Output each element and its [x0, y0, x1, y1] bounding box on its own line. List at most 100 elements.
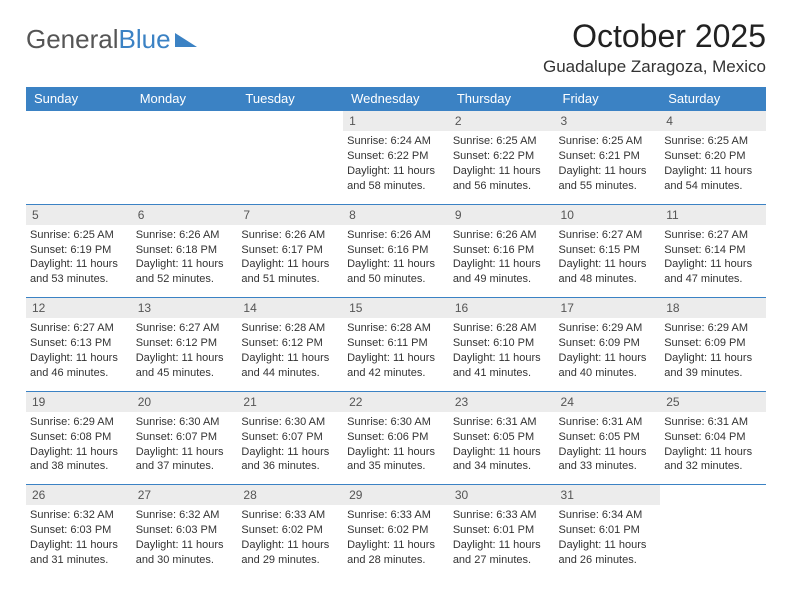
- day-number: 16: [449, 298, 555, 318]
- daylight-line: Daylight: 11 hours and 28 minutes.: [347, 538, 445, 568]
- day-number: 23: [449, 392, 555, 412]
- day-cell: 17Sunrise: 6:29 AMSunset: 6:09 PMDayligh…: [555, 298, 661, 392]
- day-cell: 26Sunrise: 6:32 AMSunset: 6:03 PMDayligh…: [26, 485, 132, 578]
- daylight-line: Daylight: 11 hours and 55 minutes.: [559, 164, 657, 194]
- day-cell: 6Sunrise: 6:26 AMSunset: 6:18 PMDaylight…: [132, 204, 238, 298]
- day-number: 24: [555, 392, 661, 412]
- day-number: 20: [132, 392, 238, 412]
- day-cell: [660, 485, 766, 578]
- day-cell: 12 Sunrise: 6:27 AMSunset: 6:13 PMDayligh…: [26, 298, 132, 392]
- day-number: 22: [343, 392, 449, 412]
- day-cell: [26, 111, 132, 205]
- sunrise-line: Sunrise: 6:29 AM: [664, 321, 762, 336]
- day-cell: 19Sunrise: 6:29 AMSunset: 6:08 PMDayligh…: [26, 391, 132, 485]
- day-cell: 10Sunrise: 6:27 AMSunset: 6:15 PMDayligh…: [555, 204, 661, 298]
- sunset-line: Sunset: 6:03 PM: [30, 523, 128, 538]
- sunrise-line: Sunrise: 6:33 AM: [453, 508, 551, 523]
- sunset-line: Sunset: 6:09 PM: [664, 336, 762, 351]
- sunset-line: Sunset: 6:09 PM: [559, 336, 657, 351]
- sunrise-line: Sunrise: 6:26 AM: [136, 228, 234, 243]
- sunset-line: Sunset: 6:05 PM: [559, 430, 657, 445]
- daylight-line: Daylight: 11 hours and 41 minutes.: [453, 351, 551, 381]
- sunset-line: Sunset: 6:12 PM: [241, 336, 339, 351]
- sunset-line: Sunset: 6:03 PM: [136, 523, 234, 538]
- day-number: 8: [343, 205, 449, 225]
- sunrise-line: Sunrise: 6:34 AM: [559, 508, 657, 523]
- daylight-line: Daylight: 11 hours and 56 minutes.: [453, 164, 551, 194]
- day-number: 15: [343, 298, 449, 318]
- sunrise-line: Sunrise: 6:27 AM: [136, 321, 234, 336]
- sunset-line: Sunset: 6:08 PM: [30, 430, 128, 445]
- sunrise-line: Sunrise: 6:27 AM: [559, 228, 657, 243]
- sunset-line: Sunset: 6:17 PM: [241, 243, 339, 258]
- sunset-line: Sunset: 6:06 PM: [347, 430, 445, 445]
- day-cell: 25Sunrise: 6:31 AMSunset: 6:04 PMDayligh…: [660, 391, 766, 485]
- sunrise-line: Sunrise: 6:31 AM: [559, 415, 657, 430]
- sunset-line: Sunset: 6:07 PM: [241, 430, 339, 445]
- daylight-line: Daylight: 11 hours and 49 minutes.: [453, 257, 551, 287]
- day-cell: 14Sunrise: 6:28 AMSunset: 6:12 PMDayligh…: [237, 298, 343, 392]
- daylight-line: Daylight: 11 hours and 31 minutes.: [30, 538, 128, 568]
- sunrise-line: Sunrise: 6:33 AM: [241, 508, 339, 523]
- sunrise-line: Sunrise: 6:29 AM: [559, 321, 657, 336]
- daylight-line: Daylight: 11 hours and 42 minutes.: [347, 351, 445, 381]
- sunrise-line: Sunrise: 6:28 AM: [241, 321, 339, 336]
- sunset-line: Sunset: 6:21 PM: [559, 149, 657, 164]
- sunset-line: Sunset: 6:07 PM: [136, 430, 234, 445]
- sunset-line: Sunset: 6:20 PM: [664, 149, 762, 164]
- daylight-line: Daylight: 11 hours and 33 minutes.: [559, 445, 657, 475]
- sunset-line: Sunset: 6:15 PM: [559, 243, 657, 258]
- weekday-header-row: SundayMondayTuesdayWednesdayThursdayFrid…: [26, 87, 766, 111]
- daylight-line: Daylight: 11 hours and 32 minutes.: [664, 445, 762, 475]
- daylight-line: Daylight: 11 hours and 48 minutes.: [559, 257, 657, 287]
- sunset-line: Sunset: 6:02 PM: [241, 523, 339, 538]
- sunrise-line: Sunrise: 6:25 AM: [559, 134, 657, 149]
- daylight-line: Daylight: 11 hours and 39 minutes.: [664, 351, 762, 381]
- day-number: 12: [26, 298, 132, 318]
- day-number: 25: [660, 392, 766, 412]
- day-number: 19: [26, 392, 132, 412]
- sunrise-line: Sunrise: 6:27 AM: [664, 228, 762, 243]
- week-row: 12Sunrise: 6:27 AMSunset: 6:13 PMDayligh…: [26, 298, 766, 392]
- logo-icon: [175, 33, 197, 47]
- sunset-line: Sunset: 6:22 PM: [347, 149, 445, 164]
- sunset-line: Sunset: 6:01 PM: [559, 523, 657, 538]
- daylight-line: Daylight: 11 hours and 58 minutes.: [347, 164, 445, 194]
- sunrise-line: Sunrise: 6:31 AM: [453, 415, 551, 430]
- sunrise-line: Sunrise: 6:26 AM: [241, 228, 339, 243]
- week-row: 19Sunrise: 6:29 AMSunset: 6:08 PMDayligh…: [26, 391, 766, 485]
- daylight-line: Daylight: 11 hours and 53 minutes.: [30, 257, 128, 287]
- day-cell: 20Sunrise: 6:30 AMSunset: 6:07 PMDayligh…: [132, 391, 238, 485]
- sunset-line: Sunset: 6:02 PM: [347, 523, 445, 538]
- day-cell: [132, 111, 238, 205]
- day-cell: 24 Sunrise: 6:31 AMSunset: 6:05 PMDayligh…: [555, 391, 661, 485]
- day-number: 2: [449, 111, 555, 131]
- day-number: 14: [237, 298, 343, 318]
- sunrise-line: Sunrise: 6:30 AM: [241, 415, 339, 430]
- day-cell: 22Sunrise: 6:30 AMSunset: 6:06 PMDayligh…: [343, 391, 449, 485]
- sunset-line: Sunset: 6:13 PM: [30, 336, 128, 351]
- sunset-line: Sunset: 6:22 PM: [453, 149, 551, 164]
- daylight-line: Daylight: 11 hours and 35 minutes.: [347, 445, 445, 475]
- sunrise-line: Sunrise: 6:26 AM: [453, 228, 551, 243]
- sunrise-line: Sunrise: 6:25 AM: [30, 228, 128, 243]
- daylight-line: Daylight: 11 hours and 40 minutes.: [559, 351, 657, 381]
- sunset-line: Sunset: 6:01 PM: [453, 523, 551, 538]
- daylight-line: Daylight: 11 hours and 52 minutes.: [136, 257, 234, 287]
- sunrise-line: Sunrise: 6:25 AM: [664, 134, 762, 149]
- logo: GeneralBlue: [26, 18, 197, 55]
- day-number: 3: [555, 111, 661, 131]
- daylight-line: Daylight: 11 hours and 26 minutes.: [559, 538, 657, 568]
- daylight-line: Daylight: 11 hours and 46 minutes.: [30, 351, 128, 381]
- daylight-line: Daylight: 11 hours and 29 minutes.: [241, 538, 339, 568]
- daylight-line: Daylight: 11 hours and 51 minutes.: [241, 257, 339, 287]
- sunrise-line: Sunrise: 6:28 AM: [347, 321, 445, 336]
- sunset-line: Sunset: 6:18 PM: [136, 243, 234, 258]
- day-cell: 4Sunrise: 6:25 AMSunset: 6:20 PMDaylight…: [660, 111, 766, 205]
- sunrise-line: Sunrise: 6:27 AM: [30, 321, 128, 336]
- title-location: Guadalupe Zaragoza, Mexico: [543, 57, 766, 77]
- week-row: 1Sunrise: 6:24 AMSunset: 6:22 PMDaylight…: [26, 111, 766, 205]
- weekday-header: Saturday: [660, 87, 766, 111]
- day-cell: 1Sunrise: 6:24 AMSunset: 6:22 PMDaylight…: [343, 111, 449, 205]
- day-cell: 21Sunrise: 6:30 AMSunset: 6:07 PMDayligh…: [237, 391, 343, 485]
